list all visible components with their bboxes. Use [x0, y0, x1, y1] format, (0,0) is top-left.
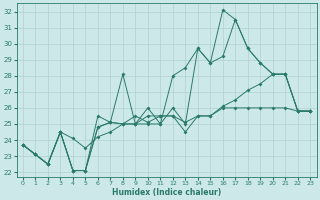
X-axis label: Humidex (Indice chaleur): Humidex (Indice chaleur) [112, 188, 221, 197]
